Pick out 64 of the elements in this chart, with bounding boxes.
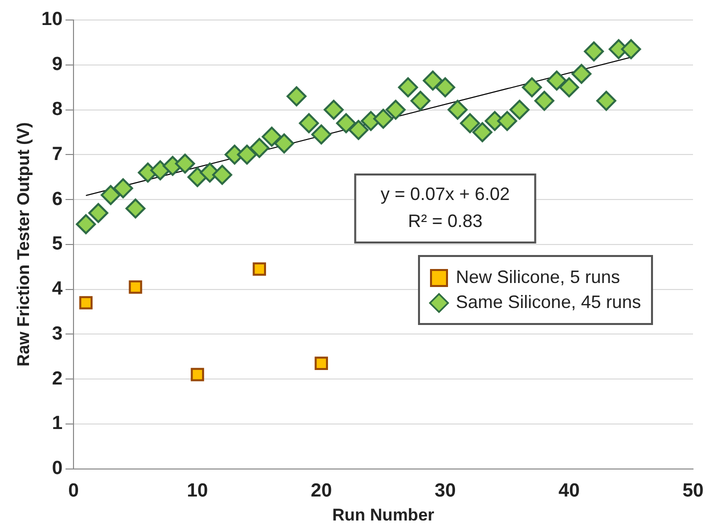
point <box>386 100 406 120</box>
x-axis-title: Run Number <box>332 505 435 524</box>
point <box>584 41 604 62</box>
point <box>100 185 121 206</box>
point <box>125 198 146 218</box>
point <box>522 77 542 98</box>
y-tick-label: 10 <box>41 9 63 30</box>
point <box>311 124 332 144</box>
point <box>348 120 368 140</box>
point <box>76 214 96 234</box>
y-axis-title: Raw Friction Tester Output (V) <box>14 122 33 367</box>
point <box>128 280 142 294</box>
point <box>497 110 518 131</box>
point <box>546 70 567 91</box>
point <box>559 77 580 98</box>
y-tick-label: 9 <box>52 54 63 76</box>
y-tick-label: 2 <box>52 368 63 390</box>
y-tick-label: 8 <box>52 98 63 120</box>
point <box>236 144 257 165</box>
point <box>571 64 592 84</box>
point <box>286 86 307 106</box>
y-tick-label: 4 <box>52 278 63 300</box>
legend-label: Same Silicone, 45 runs <box>456 292 641 313</box>
y-tick-label: 7 <box>52 144 63 165</box>
legend-label: New Silicone, 5 runs <box>456 267 620 288</box>
y-tick-label: 3 <box>52 323 63 344</box>
point <box>252 262 266 276</box>
y-tick-label: 0 <box>52 458 63 480</box>
point <box>274 133 294 154</box>
point <box>298 113 319 134</box>
point <box>373 108 394 129</box>
point <box>596 90 616 111</box>
point <box>621 39 642 60</box>
x-tick-label: 20 <box>310 480 332 502</box>
point <box>324 100 344 120</box>
y-tick-label: 6 <box>52 188 63 210</box>
point <box>212 164 232 185</box>
x-tick-label: 50 <box>682 480 704 502</box>
point <box>422 70 443 91</box>
y-tick-label: 5 <box>52 234 63 255</box>
point <box>435 77 456 98</box>
point <box>113 178 134 198</box>
point <box>79 296 93 310</box>
point <box>314 356 328 370</box>
x-tick-label: 40 <box>558 480 580 502</box>
point <box>510 100 530 120</box>
point <box>175 154 196 174</box>
point <box>190 368 204 382</box>
x-tick-label: 0 <box>68 480 79 502</box>
point <box>336 113 356 134</box>
point <box>534 90 554 111</box>
point <box>88 202 108 223</box>
point <box>472 122 492 142</box>
point <box>460 113 480 134</box>
annotation: y = 0.07x + 6.02 <box>380 184 510 204</box>
x-tick-label: 30 <box>434 480 456 502</box>
point <box>448 100 468 120</box>
annotation: R² = 0.83 <box>408 210 482 231</box>
point <box>410 90 430 111</box>
x-tick-label: 10 <box>186 480 208 502</box>
point <box>262 126 282 147</box>
point <box>398 77 418 98</box>
point <box>249 138 270 158</box>
y-tick-label: 1 <box>52 413 63 434</box>
